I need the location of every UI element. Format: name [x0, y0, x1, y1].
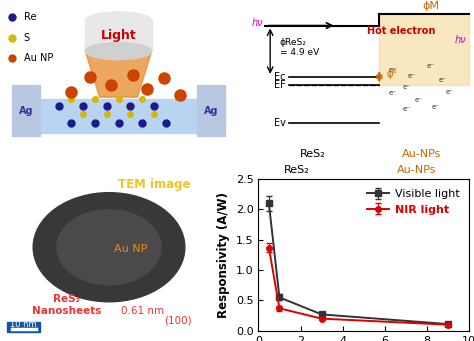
Y-axis label: Responsivity (A/W): Responsivity (A/W) — [217, 192, 230, 318]
Text: ReS₂
Nanosheets: ReS₂ Nanosheets — [32, 294, 101, 316]
Bar — [7, 322, 40, 332]
Text: Hot electron: Hot electron — [367, 26, 436, 36]
Ellipse shape — [85, 43, 152, 60]
Text: Re: Re — [24, 12, 36, 22]
Text: ϕM: ϕM — [423, 1, 440, 11]
Bar — [17, 99, 220, 133]
Text: Light: Light — [100, 29, 137, 42]
Legend: Visible light, NIR light: Visible light, NIR light — [362, 184, 464, 219]
Text: e⁻: e⁻ — [415, 97, 423, 103]
Text: e⁻: e⁻ — [389, 90, 397, 97]
Text: 10 nm: 10 nm — [10, 320, 37, 329]
Bar — [197, 85, 225, 136]
Text: Au-NPs: Au-NPs — [402, 149, 442, 159]
Text: e⁻: e⁻ — [431, 104, 439, 110]
Text: hν: hν — [251, 18, 263, 28]
Text: EF: EF — [274, 80, 285, 90]
Text: e⁻: e⁻ — [408, 73, 416, 79]
Text: e⁻: e⁻ — [389, 66, 397, 73]
Text: 10 nm: 10 nm — [10, 313, 37, 323]
Text: Au NP: Au NP — [24, 53, 53, 63]
Text: e⁻: e⁻ — [446, 89, 454, 95]
Polygon shape — [85, 51, 152, 97]
Bar — [85, 20, 152, 51]
Text: ReS₂: ReS₂ — [300, 149, 326, 159]
Text: ϕReS₂
= 4.9 eV: ϕReS₂ = 4.9 eV — [280, 38, 319, 57]
Bar — [12, 85, 40, 136]
Text: 0.61 nm: 0.61 nm — [121, 306, 164, 316]
Text: e⁻: e⁻ — [438, 77, 447, 83]
Text: Au NP: Au NP — [114, 244, 147, 254]
Text: e⁻: e⁻ — [427, 63, 435, 69]
Text: ReS₂: ReS₂ — [283, 165, 309, 175]
Text: Ec: Ec — [274, 72, 285, 82]
Text: hν: hν — [455, 35, 467, 45]
Text: ϕᴮ: ϕᴮ — [386, 69, 397, 79]
Circle shape — [33, 193, 185, 302]
Circle shape — [57, 210, 161, 285]
Text: Ag: Ag — [204, 106, 218, 116]
Text: Au-NPs: Au-NPs — [397, 165, 436, 175]
Text: Ev: Ev — [273, 118, 286, 128]
Text: TEM image: TEM image — [118, 178, 190, 191]
Ellipse shape — [85, 12, 152, 29]
Text: Ag: Ag — [19, 106, 33, 116]
Text: S: S — [24, 32, 30, 43]
Text: e⁻: e⁻ — [403, 84, 411, 90]
Text: (100): (100) — [164, 316, 191, 326]
Text: e⁻: e⁻ — [403, 106, 411, 112]
Bar — [379, 14, 469, 85]
